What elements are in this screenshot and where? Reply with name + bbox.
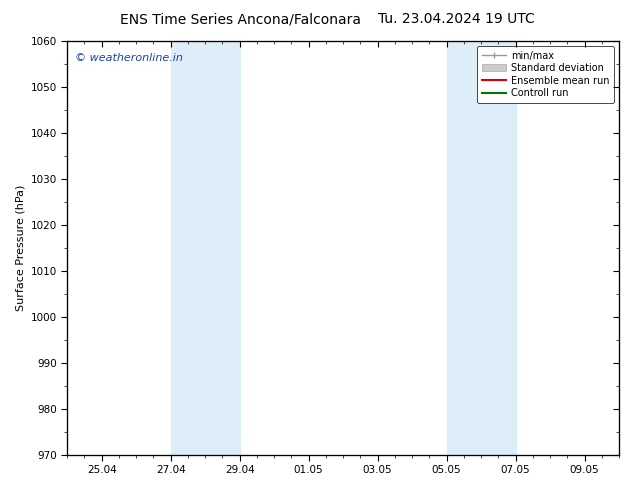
Bar (446, 41, 515, 455)
Text: Tu. 23.04.2024 19 UTC: Tu. 23.04.2024 19 UTC (378, 12, 535, 26)
Bar (171, 41, 240, 455)
Text: © weatheronline.in: © weatheronline.in (75, 53, 183, 64)
Text: ENS Time Series Ancona/Falconara: ENS Time Series Ancona/Falconara (120, 12, 361, 26)
Y-axis label: Surface Pressure (hPa): Surface Pressure (hPa) (15, 185, 25, 311)
Legend: min/max, Standard deviation, Ensemble mean run, Controll run: min/max, Standard deviation, Ensemble me… (477, 46, 614, 103)
